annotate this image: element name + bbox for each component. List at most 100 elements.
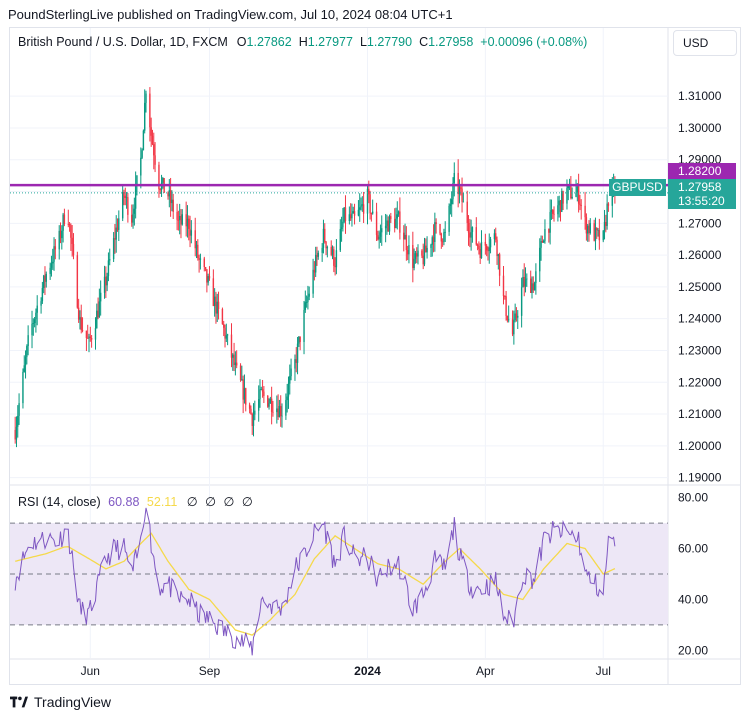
candle-body xyxy=(198,257,200,260)
y-tick-label: 1.24000 xyxy=(678,312,722,326)
candle-body xyxy=(579,203,581,206)
candle-body xyxy=(208,276,211,279)
candle-body xyxy=(406,250,409,255)
candle-body xyxy=(134,184,137,209)
candle-body xyxy=(553,213,555,215)
candle-body xyxy=(303,309,305,342)
candle-body xyxy=(14,429,16,440)
high-label: H xyxy=(298,35,308,49)
candle-body xyxy=(524,279,527,287)
candle-body xyxy=(399,211,401,233)
candle-body xyxy=(144,102,146,131)
candle-body xyxy=(506,315,509,321)
x-tick-label: 2024 xyxy=(354,664,381,678)
candle-body xyxy=(507,319,510,321)
candle-body xyxy=(207,276,209,283)
candle-body xyxy=(368,188,370,195)
candle-body xyxy=(343,207,345,222)
candle-body xyxy=(72,243,75,256)
candle-body xyxy=(17,415,19,427)
candle-body xyxy=(243,388,246,400)
candle-body xyxy=(141,150,143,158)
candle-body xyxy=(98,301,101,318)
candle-body xyxy=(212,278,215,306)
candle-body xyxy=(470,231,472,238)
candle-body xyxy=(269,398,272,404)
candle-body xyxy=(532,283,534,291)
candle-body xyxy=(577,186,580,204)
candle-body xyxy=(559,200,562,212)
candle-body xyxy=(81,330,84,331)
candle-body xyxy=(485,245,488,251)
candle-body xyxy=(24,357,27,366)
candle-body xyxy=(177,219,180,221)
candle-body xyxy=(340,227,343,230)
candle-body xyxy=(325,241,327,249)
candle-body xyxy=(307,296,309,303)
candle-body xyxy=(22,371,24,404)
candle-body xyxy=(344,207,347,222)
candle-body xyxy=(23,365,25,372)
candle-body xyxy=(239,365,242,381)
candle-body xyxy=(452,182,454,200)
candle-body xyxy=(414,253,417,259)
candle-body xyxy=(585,217,588,234)
candle-body xyxy=(413,258,415,269)
candle-body xyxy=(26,346,28,358)
candle-body xyxy=(497,254,500,257)
candle-body xyxy=(149,93,151,128)
candle-body xyxy=(397,211,400,215)
candle-body xyxy=(530,278,532,293)
candle-body xyxy=(67,223,69,225)
candle-body xyxy=(252,414,255,426)
candle-body xyxy=(254,410,256,415)
resistance-line-label: 1.28200 xyxy=(668,163,736,179)
candle-body xyxy=(523,276,525,287)
candle-body xyxy=(514,313,516,321)
candle-body xyxy=(597,229,599,231)
candle-body xyxy=(371,211,374,214)
rsi-y-tick-label: 60.00 xyxy=(678,542,708,556)
candle-body xyxy=(278,406,281,418)
candle-body xyxy=(272,411,274,413)
candle-body xyxy=(52,261,54,264)
candle-body xyxy=(299,336,301,342)
candle-body xyxy=(361,204,364,206)
candle-body xyxy=(502,275,505,297)
y-tick-label: 1.25000 xyxy=(678,280,722,294)
tradingview-footer[interactable]: TradingView xyxy=(10,694,111,710)
candle-body xyxy=(160,182,163,191)
candle-body xyxy=(176,211,178,220)
candle-body xyxy=(348,214,351,222)
candle-body xyxy=(593,223,595,241)
candle-body xyxy=(63,214,66,224)
candle-body xyxy=(106,276,108,286)
candle-body xyxy=(539,247,541,272)
candle-body xyxy=(268,403,270,407)
candle-body xyxy=(88,336,90,339)
candle-body xyxy=(285,400,287,416)
candle-body xyxy=(44,275,46,282)
candle-body xyxy=(118,218,120,230)
candle-body xyxy=(357,209,360,216)
candle-body xyxy=(531,283,533,293)
bar-countdown: 13:55:20 xyxy=(678,194,725,208)
candle-body xyxy=(434,222,436,242)
candle-body xyxy=(35,312,37,320)
candle-body xyxy=(566,188,568,204)
rsi-legend: RSI (14, close) 60.88 52.11 ∅ ∅ ∅ ∅ xyxy=(18,494,255,509)
close-label: C xyxy=(419,35,429,49)
candle-body xyxy=(41,287,44,302)
candle-body xyxy=(495,233,497,240)
rsi-title: RSI (14, close) xyxy=(18,495,101,509)
candle-body xyxy=(602,230,604,241)
last-price-value: 1.27958 xyxy=(678,180,722,194)
candle-body xyxy=(290,368,292,377)
candle-body xyxy=(450,199,453,205)
candle-body xyxy=(575,192,577,197)
candle-body xyxy=(151,135,154,145)
candle-body xyxy=(304,302,307,310)
currency-selector[interactable]: USD xyxy=(673,30,737,56)
x-tick-label: Jul xyxy=(596,664,611,678)
